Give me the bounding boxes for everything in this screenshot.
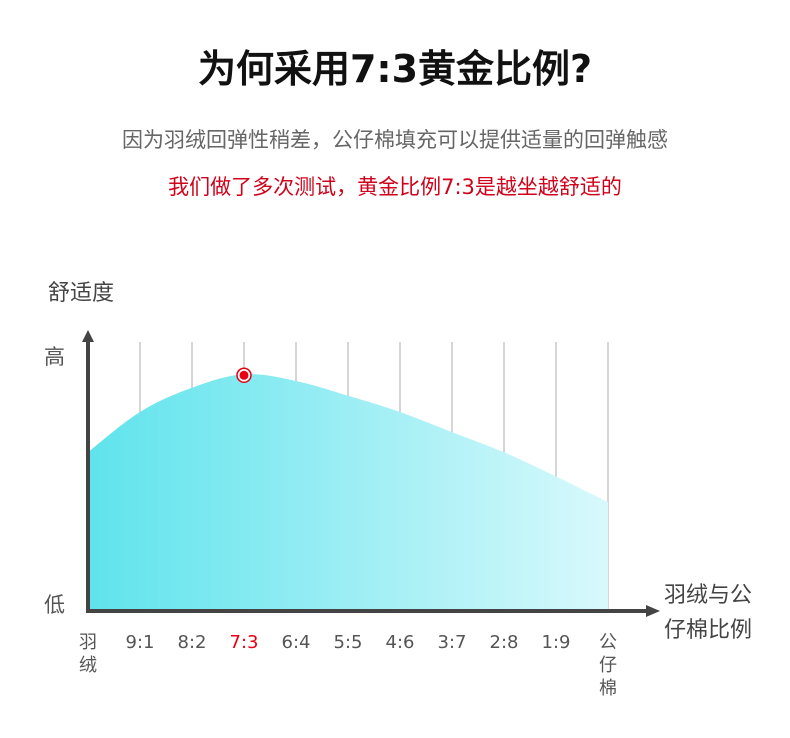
x-tick-label: 仔 bbox=[599, 655, 617, 676]
x-tick-label: 6:4 bbox=[282, 632, 311, 653]
x-tick-label: 4:6 bbox=[386, 632, 415, 653]
page-title: 为何采用7:3黄金比例? bbox=[197, 47, 593, 91]
y-tick-low: 低 bbox=[44, 593, 65, 617]
highlight-text: 我们做了多次测试，黄金比例7:3是越坐越舒适的 bbox=[168, 175, 622, 199]
y-axis-label: 舒适度 bbox=[48, 281, 114, 306]
x-tick-label: 9:1 bbox=[126, 632, 155, 653]
x-tick-label: 羽 bbox=[79, 632, 97, 653]
y-tick-high: 高 bbox=[44, 345, 65, 369]
x-tick-label: 绒 bbox=[79, 655, 97, 676]
peak-marker bbox=[239, 370, 249, 380]
x-axis-arrow bbox=[646, 605, 660, 617]
x-axis-label-2: 仔棉比例 bbox=[664, 618, 752, 643]
x-tick-label: 7:3 bbox=[230, 632, 259, 653]
x-tick-label: 1:9 bbox=[542, 632, 571, 653]
x-tick-label: 棉 bbox=[599, 678, 617, 699]
subtitle: 因为羽绒回弹性稍差，公仔棉填充可以提供适量的回弹触感 bbox=[122, 128, 668, 152]
x-tick-label: 3:7 bbox=[438, 632, 467, 653]
x-tick-label: 2:8 bbox=[490, 632, 519, 653]
x-tick-label: 5:5 bbox=[334, 632, 363, 653]
comfort-area bbox=[88, 374, 608, 611]
x-axis-label: 羽绒与公 bbox=[664, 583, 752, 608]
x-tick-label: 8:2 bbox=[178, 632, 207, 653]
x-tick-label: 公 bbox=[599, 632, 617, 653]
y-axis-arrow bbox=[82, 330, 94, 342]
